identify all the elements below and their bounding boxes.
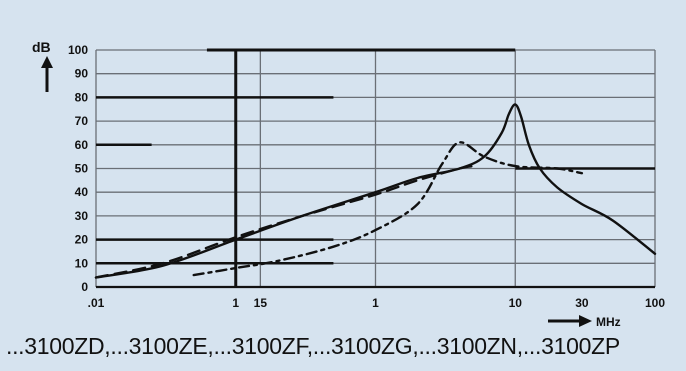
series-line-3 [192, 141, 584, 277]
y-tick-label: 20 [75, 233, 89, 247]
y-tick-label: 60 [75, 138, 89, 152]
x-axis-label: MHz [596, 315, 621, 329]
x-tick-labels: .01 1 15 1 10 30 100 [88, 296, 666, 310]
model-caption: ...3100ZD,...3100ZE,...3100ZF,...3100ZG,… [6, 333, 620, 359]
y-tick-label: 0 [81, 280, 88, 294]
x-tick-label: 100 [645, 296, 665, 310]
x-tick-label: 1 [372, 296, 379, 310]
y-tick-label: 100 [68, 43, 88, 57]
y-tick-label: 10 [75, 256, 89, 270]
x-tick-label: 15 [254, 296, 268, 310]
x-tick-label: 30 [575, 296, 589, 310]
x-tick-label: .01 [88, 296, 105, 310]
y-tick-label: 50 [75, 162, 89, 176]
x-tick-label: 10 [509, 296, 523, 310]
x-axis-arrow-icon [548, 315, 592, 327]
y-tick-label: 40 [75, 185, 89, 199]
y-axis-arrow-icon [41, 56, 53, 92]
x-tick-label: 1 [232, 296, 239, 310]
y-tick-label: 70 [75, 114, 89, 128]
y-tick-label: 80 [75, 90, 89, 104]
y-axis-label: dB [32, 39, 51, 55]
grid-major [96, 48, 655, 289]
series-layer [94, 103, 657, 279]
y-tick-label: 30 [75, 209, 89, 223]
y-tick-label: 90 [75, 67, 89, 81]
